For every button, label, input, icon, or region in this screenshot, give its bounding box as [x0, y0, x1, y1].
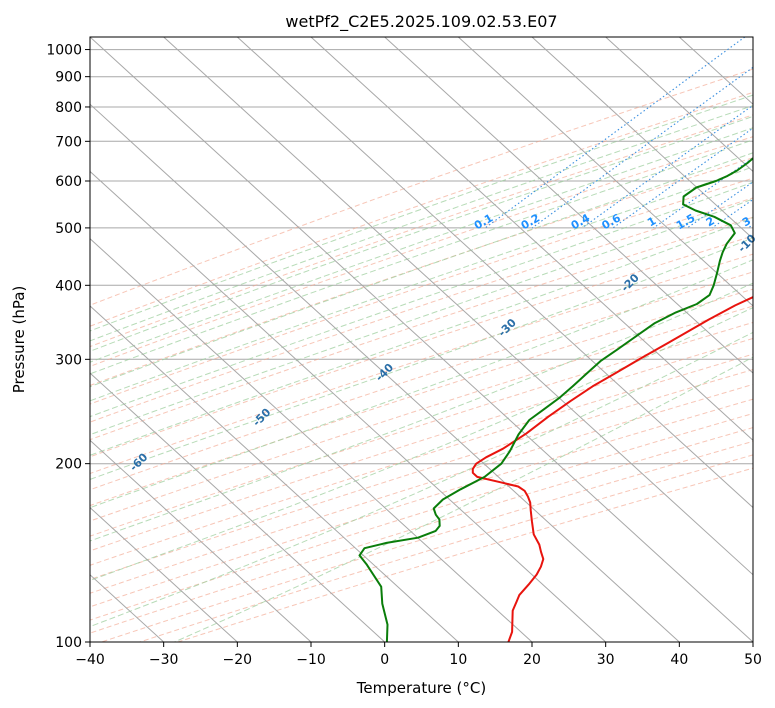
moist-adiabat: [90, 282, 753, 542]
isotherm: [90, 372, 386, 642]
dry-adiabat: [90, 337, 753, 552]
isotherm: [236, 37, 753, 509]
x-tick-label: 30: [597, 652, 615, 668]
y-tick-label: 600: [55, 174, 82, 190]
y-tick-label: 500: [55, 221, 82, 237]
isotherm: [90, 439, 312, 642]
moist-adiabat: [90, 237, 753, 480]
moist-adiabat: [90, 307, 753, 581]
isotherm: [605, 37, 753, 173]
x-tick-label: 40: [670, 652, 688, 668]
moist-adiabat: [90, 139, 753, 375]
dry-adiabat: [90, 321, 753, 537]
y-tick-label: 800: [55, 100, 82, 116]
y-tick-label: 700: [55, 134, 82, 150]
plot-frame: [89, 36, 754, 643]
isotherm: [457, 37, 753, 307]
y-axis-title: Pressure (hPa): [10, 286, 28, 394]
y-tick-label: 300: [55, 352, 82, 368]
y-tick-label: 100: [55, 635, 82, 651]
x-tick-label: −10: [296, 652, 326, 668]
y-tick-label: 1000: [46, 43, 82, 59]
dry-adiabat: [90, 177, 753, 405]
x-tick-label: 10: [449, 652, 467, 668]
dry-adiabat: [90, 353, 753, 566]
y-tick-label: 900: [55, 70, 82, 86]
isotherm: [90, 237, 533, 642]
isotherm: [310, 37, 753, 442]
dewpoint-profile-line: [358, 157, 753, 642]
x-tick-label: 50: [744, 652, 762, 668]
isotherm: [163, 37, 753, 576]
dry-adiabat: [90, 383, 753, 594]
x-tick-label: 0: [380, 652, 389, 668]
dry-adiabat: [90, 114, 753, 348]
chart-title: wetPf2_C2E5.2025.109.02.53.E07: [285, 12, 557, 32]
isotherm: [90, 37, 753, 642]
moist-adiabat: [90, 105, 753, 342]
moist-adiabat: [90, 152, 753, 388]
dry-adiabat: [90, 305, 753, 522]
x-axis-title: Temperature (°C): [356, 679, 486, 697]
mixing-ratio-line: [484, 37, 746, 229]
x-tick-label: −20: [223, 652, 253, 668]
y-tick-label: 400: [55, 278, 82, 294]
x-tick-label: −30: [149, 652, 179, 668]
isotherm: [90, 305, 459, 642]
temperature-profile-line: [471, 296, 753, 642]
isotherm: [531, 37, 753, 240]
dry-adiabat: [90, 369, 753, 580]
isotherm: [90, 170, 607, 642]
moist-adiabat: [90, 259, 753, 509]
dry-adiabat: [90, 68, 753, 306]
mixing-ratio-line: [653, 157, 753, 229]
dry-adiabat: [90, 136, 753, 367]
x-tick-label: 20: [523, 652, 541, 668]
moist-adiabat: [90, 127, 753, 363]
isotherm: [90, 506, 238, 642]
x-tick-label: −40: [75, 652, 105, 668]
moist-adiabat: [174, 356, 753, 642]
mixing-ratio-line: [531, 66, 753, 229]
isotherm: [384, 37, 753, 374]
isotherm: [752, 37, 753, 38]
moist-adiabat: [90, 94, 753, 332]
isotherm: [90, 103, 680, 642]
y-tick-label: 200: [55, 457, 82, 473]
moist-adiabat: [90, 181, 753, 418]
